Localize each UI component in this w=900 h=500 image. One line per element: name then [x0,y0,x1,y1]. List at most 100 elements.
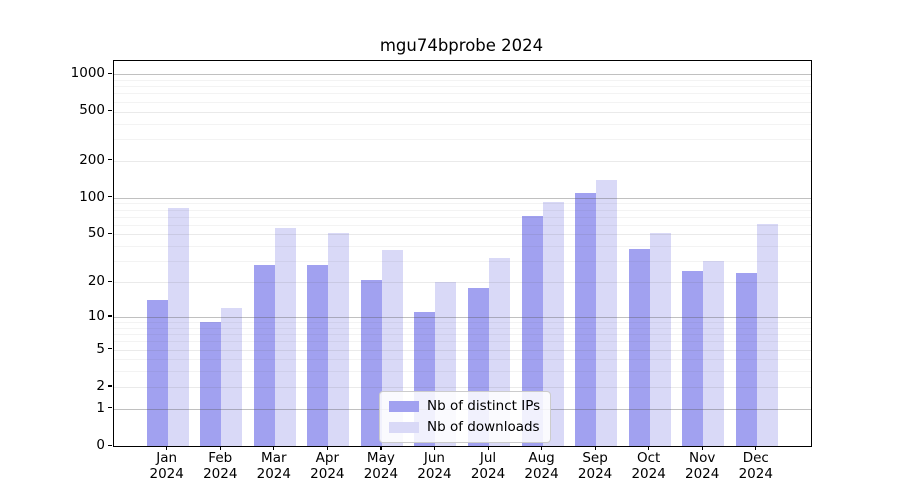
y-tick-0 [108,444,112,446]
gridline-minor [114,86,811,88]
y-tick-label-1000: 1000 [70,65,105,82]
gridline-minor [114,371,811,373]
gridline-minor [114,327,811,329]
gridline-minor [114,261,811,263]
x-tick-sep [594,446,596,450]
x-tick-label-may: May 2024 [363,450,399,482]
bar-distinct-ips [682,270,704,446]
gridline-minor [114,359,811,361]
y-tick-label-10: 10 [87,307,105,324]
x-tick-label-jan: Jan 2024 [149,450,184,482]
x-tick-jan [166,446,168,450]
bar-downloads [542,201,564,446]
bar-distinct-ips [521,215,543,446]
y-tick-5 [108,348,112,350]
y-tick-label-500: 500 [79,102,105,119]
y-tick-1 [108,407,112,409]
bar-distinct-ips [360,279,382,446]
legend-swatch-downloads [389,422,419,433]
y-tick-label-100: 100 [79,188,105,205]
gridline-minor [114,322,811,324]
x-tick-label-apr: Apr 2024 [310,450,345,482]
gridline-20 [114,282,811,284]
y-tick-50 [108,232,112,235]
x-tick-feb [219,446,221,450]
gridline-minor [114,246,811,248]
gridline-minor [114,209,811,211]
gridline-minor [114,216,811,218]
y-tick-10 [108,315,112,317]
x-tick-aug [541,446,543,450]
y-tick-label-1: 1 [96,399,105,416]
y-tick-label-5: 5 [96,340,105,357]
gridline-100 [114,197,811,199]
bar-distinct-ips [628,248,650,446]
y-tick-1000 [108,72,112,74]
gridline-minor [114,138,811,140]
gridline-minor [114,101,811,103]
bar-downloads [649,233,671,446]
bar-distinct-ips [253,264,275,446]
bar-downloads [328,233,350,446]
y-tick-500 [108,109,112,112]
bar-distinct-ips [146,300,168,446]
gridline-200 [114,160,811,162]
y-tick-label-0: 0 [96,437,105,453]
gridline-minor [114,123,811,125]
x-tick-label-oct: Oct 2024 [631,450,666,482]
y-tick-label-2: 2 [96,377,105,394]
gridline-1000 [114,74,811,76]
gridline-minor [114,341,811,343]
bar-distinct-ips [200,322,222,446]
gridline-2 [114,386,811,388]
y-tick-label-50: 50 [87,225,105,242]
legend-label-downloads: Nb of downloads [427,419,540,435]
legend: Nb of distinct IPs Nb of downloads [379,391,552,443]
legend-item-distinct-ips: Nb of distinct IPs [389,399,540,414]
x-tick-jul [487,446,489,450]
bar-distinct-ips [575,192,597,446]
plot-area: Nb of distinct IPs Nb of downloads [113,60,812,447]
bar-distinct-ips [735,272,757,446]
y-tick-200 [108,159,112,161]
x-tick-nov [701,446,703,450]
x-tick-mar [273,446,275,450]
legend-swatch-distinct-ips [389,401,419,412]
bar-downloads [167,208,189,446]
bar-distinct-ips [307,264,329,446]
x-tick-label-nov: Nov 2024 [685,450,720,482]
x-tick-label-mar: Mar 2024 [256,450,291,482]
x-tick-label-aug: Aug 2024 [524,450,559,482]
gridline-minor [114,93,811,95]
x-tick-jun [433,446,436,450]
bar-downloads [274,228,296,446]
x-tick-apr [326,446,329,450]
x-tick-label-jul: Jul 2024 [470,450,506,482]
gridline-minor [114,224,811,226]
x-tick-oct [648,446,650,450]
gridline-500 [114,111,811,113]
gridline-5 [114,349,811,351]
y-tick-label-200: 200 [79,151,105,168]
gridline-10 [114,317,811,318]
gridline-50 [114,234,811,236]
x-tick-label-jun: Jun 2024 [417,450,452,482]
gridline-minor [114,203,811,205]
x-tick-may [380,446,382,450]
y-tick-100 [108,196,112,198]
x-tick-label-feb: Feb 2024 [203,450,238,482]
bar-downloads [221,307,243,446]
legend-label-distinct-ips: Nb of distinct IPs [427,398,541,414]
bar-downloads [756,223,778,446]
bar-downloads [596,179,618,446]
gridline-minor [114,334,811,336]
gridline-minor [114,79,811,81]
legend-item-downloads: Nb of downloads [389,420,540,435]
y-tick-20 [108,280,112,282]
x-tick-label-sep: Sep 2024 [577,450,613,482]
x-tick-label-dec: Dec 2024 [738,450,773,482]
chart-title: mgu74bprobe 2024 [379,36,544,55]
x-tick-dec [755,446,757,450]
bar-downloads [703,261,725,446]
